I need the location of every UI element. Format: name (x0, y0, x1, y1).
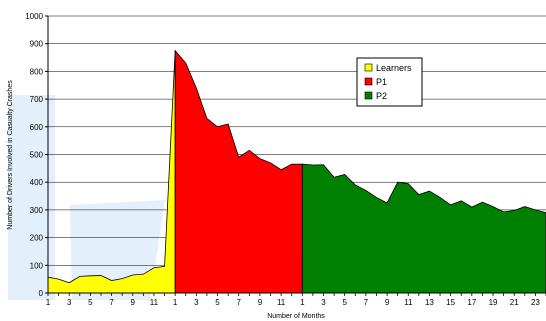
x-tick-label: 1 (300, 298, 305, 307)
x-tick-label: 9 (258, 298, 263, 307)
y-axis-title: Number of Drivers Involved in Casualty C… (7, 80, 14, 230)
y-tick-label: 300 (30, 206, 44, 215)
x-tick-label: 17 (467, 298, 476, 307)
x-tick-label: 5 (215, 298, 220, 307)
x-tick-label: 15 (446, 298, 455, 307)
x-tick-label: 7 (364, 298, 369, 307)
x-tick-label: 11 (150, 298, 159, 307)
plot-areas (47, 49, 546, 294)
y-tick-label: 800 (30, 67, 44, 76)
area-learners (47, 50, 176, 294)
x-tick-label: 23 (531, 298, 540, 307)
x-tick-label: 5 (88, 298, 93, 307)
x-tick-label: 7 (236, 298, 241, 307)
area-p1 (174, 49, 303, 294)
y-tick-label: 200 (30, 234, 44, 243)
x-tick-label: 1 (173, 298, 178, 307)
legend: Learners P1 P2 (356, 57, 423, 107)
x-tick-label: 3 (194, 298, 199, 307)
x-tick-label: 21 (510, 298, 519, 307)
x-tick-label: 13 (425, 298, 434, 307)
y-tick-label: 0 (39, 289, 44, 298)
y-tick-label: 700 (30, 95, 44, 104)
axes (45, 15, 546, 296)
y-tick-label: 1000 (25, 12, 43, 21)
legend-label-p1: P1 (376, 77, 387, 87)
x-tick-label: 11 (277, 298, 286, 307)
x-tick-label: 3 (321, 298, 326, 307)
y-tick-label: 600 (30, 123, 44, 132)
x-tick-label: 9 (385, 298, 390, 307)
x-tick-label: 3 (67, 298, 72, 307)
x-tick-label: 11 (404, 298, 413, 307)
x-axis-title: Number of Months (267, 313, 325, 320)
legend-label-p2: P2 (376, 91, 387, 101)
y-tick-label: 100 (30, 261, 44, 270)
x-tick-label: 5 (342, 298, 347, 307)
area-p2 (301, 163, 546, 294)
x-tick-label: 9 (131, 298, 136, 307)
legend-swatch-p2 (364, 91, 373, 100)
legend-label-learners: Learners (376, 63, 412, 73)
legend-swatch-p1 (364, 77, 373, 86)
legend-swatch-learners (364, 63, 373, 72)
x-tick-label: 7 (109, 298, 114, 307)
y-tick-label: 500 (30, 151, 44, 160)
y-tick-label: 900 (30, 40, 44, 49)
x-tick-label: 19 (489, 298, 498, 307)
y-tick-labels: 0 100 200 300 400 500 600 700 800 900 1000 (25, 12, 43, 298)
x-tick-labels: 1 3 5 7 9 11 1 3 5 7 9 11 1 3 5 7 9 11 13 15 17 19 21 23 (46, 298, 541, 307)
y-tick-label: 400 (30, 178, 44, 187)
x-tick-label: 1 (46, 298, 51, 307)
